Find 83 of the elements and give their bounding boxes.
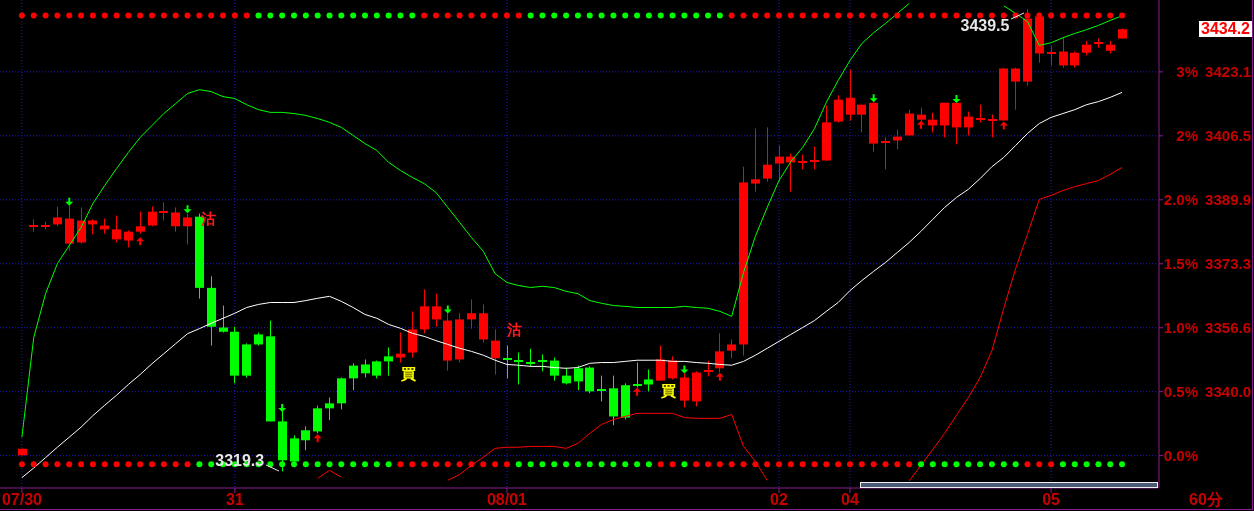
candlestick <box>136 211 145 235</box>
annotation: 沽 <box>200 209 216 227</box>
line-series <box>21 91 1123 479</box>
y2-tick-label: 1.5% <box>1163 255 1198 273</box>
x-axis-title: 60分 <box>1188 491 1224 509</box>
point <box>278 403 287 412</box>
y-tick-label: 3406.5 <box>1205 127 1251 145</box>
x-tick-label: 31 <box>225 491 244 508</box>
candlestick <box>881 136 890 170</box>
candlestick <box>857 104 866 133</box>
candlestick <box>751 128 760 193</box>
annotation: 3319.3 <box>215 452 265 470</box>
candlestick <box>940 102 949 138</box>
candlestick <box>53 206 62 227</box>
candlestick <box>408 310 417 359</box>
candlestick <box>29 218 38 233</box>
point <box>869 94 878 103</box>
y2-tick-label: 0.0% <box>1163 446 1198 464</box>
candlestick <box>1059 37 1068 69</box>
candlestick <box>668 355 677 380</box>
candlestick <box>644 368 653 392</box>
annotation: 買 <box>400 364 416 382</box>
point <box>952 94 961 103</box>
candlestick <box>763 126 772 183</box>
candlestick <box>834 94 843 123</box>
y-tick-label: 3389.9 <box>1205 190 1251 208</box>
candlestick <box>384 347 393 377</box>
candlestick <box>905 109 914 136</box>
candlestick <box>574 365 583 391</box>
point <box>715 372 724 381</box>
candlestick <box>775 144 784 183</box>
x-tick-label: 07/30 <box>1 491 43 508</box>
candlestick <box>313 405 322 434</box>
candlestick <box>988 114 997 138</box>
candlestick <box>361 358 370 379</box>
candlestick <box>183 213 192 245</box>
x-tick-label: 02 <box>770 491 789 508</box>
candlestick <box>491 328 500 375</box>
candlestick <box>727 338 736 359</box>
x-tick-label: 04 <box>841 491 859 508</box>
text: 3434.2 <box>1199 20 1252 38</box>
annotation: 買 <box>661 382 677 400</box>
candlestick <box>112 215 121 243</box>
candlestick <box>503 345 512 379</box>
y2-tick-label: 3% <box>1176 63 1198 81</box>
point <box>680 365 689 374</box>
candlestick <box>171 206 180 233</box>
candlestick <box>432 293 441 328</box>
candlestick <box>325 397 334 421</box>
candlestick <box>290 434 299 466</box>
y2-tick-label: 1.0% <box>1163 318 1198 336</box>
y2-tick-label: 2% <box>1176 127 1198 145</box>
candlestick <box>810 146 819 170</box>
x-tick-label: 05 <box>1042 491 1061 508</box>
candlestick <box>656 345 665 382</box>
annotation: 沽 <box>507 320 523 338</box>
candlestick <box>420 288 429 334</box>
y2-tick-label: 0.5% <box>1163 382 1198 400</box>
annotation: 3439.5 <box>960 16 1010 34</box>
candlestick <box>159 201 168 222</box>
y-tick-label: 3423.1 <box>1205 63 1251 81</box>
candlestick <box>349 362 358 391</box>
y-tick-label: 3340.0 <box>1205 383 1251 401</box>
y-tick-label: 3373.3 <box>1205 254 1251 272</box>
y2-tick-label: 2.0% <box>1163 191 1198 209</box>
candlestick <box>219 305 228 334</box>
candlestick <box>301 425 310 451</box>
candlestick <box>467 298 476 330</box>
candlestick <box>597 375 606 402</box>
candlestick <box>1047 45 1056 66</box>
point <box>916 120 925 129</box>
candlestick <box>550 357 559 382</box>
x-tick-label: 08/01 <box>486 491 528 508</box>
point <box>183 205 192 214</box>
candlestick <box>514 352 523 385</box>
candlestick <box>846 69 855 121</box>
candlestick <box>1011 67 1020 111</box>
candlestick <box>396 332 405 364</box>
y-tick-label: 3356.6 <box>1205 319 1251 337</box>
point <box>633 387 642 396</box>
candlestick <box>964 111 973 136</box>
candlestick <box>585 365 594 394</box>
point <box>443 305 452 314</box>
